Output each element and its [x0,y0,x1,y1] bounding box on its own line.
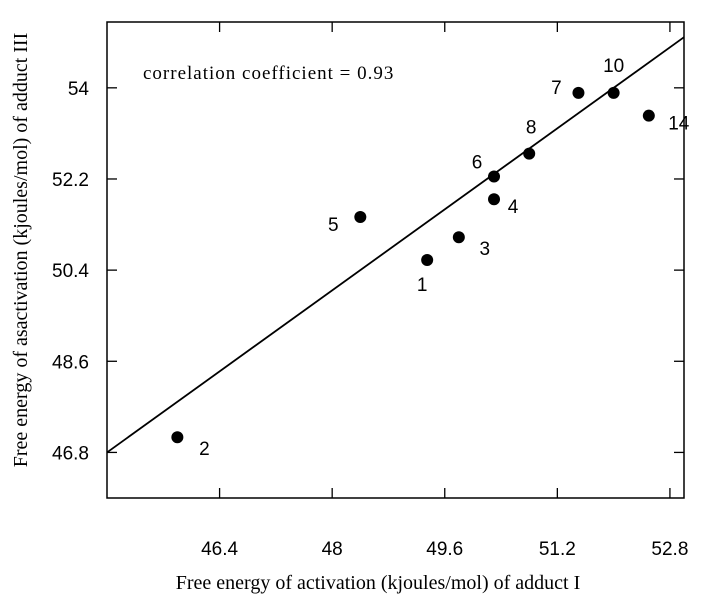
data-point-3 [452,231,465,244]
y-tick-label: 52.2 [52,170,89,191]
y-axis-ticks: 46.848.650.452.254 [52,79,684,464]
y-tick-label: 46.8 [52,443,89,464]
y-tick-label: 54 [68,79,90,100]
x-axis-title: Free energy of activation (kjoules/mol) … [176,572,581,594]
plot-area-frame [106,21,685,499]
point-label-14: 14 [668,114,690,135]
x-axis-ticks: 46.4 48 49.6 51.2 52.8 [201,22,688,560]
correlation-annotation: correlation coefficient = 0.93 [143,63,394,84]
data-point-4 [488,193,501,206]
x-tick-label: 51.2 [539,539,576,560]
point-label-1: 1 [417,275,428,296]
y-tick-label: 48.6 [52,352,89,373]
data-point-2 [171,431,184,444]
x-tick-label: 52.8 [651,539,688,560]
point-label-7: 7 [551,78,562,99]
data-point-14 [642,109,655,122]
data-point-10 [607,86,620,99]
data-point-5 [354,210,367,223]
fit-line-layer [107,36,684,454]
x-tick-label: 46.4 [201,539,238,560]
data-point-6 [488,170,501,183]
y-axis-title: Free energy of asactivation (kjoules/mol… [10,33,32,467]
y-tick-label: 50.4 [52,261,89,282]
point-label-3: 3 [480,239,491,260]
point-label-10: 10 [603,56,624,77]
regression-line [107,36,684,454]
x-tick-label: 48 [322,539,343,560]
data-point-8 [523,147,536,160]
x-tick-label: 49.6 [426,539,463,560]
data-point-1 [421,254,434,266]
data-point-7 [572,86,585,99]
point-label-6: 6 [472,152,483,173]
point-label-5: 5 [328,215,339,236]
point-label-2: 2 [199,439,210,460]
point-label-8: 8 [526,118,537,139]
point-label-4: 4 [508,197,519,218]
